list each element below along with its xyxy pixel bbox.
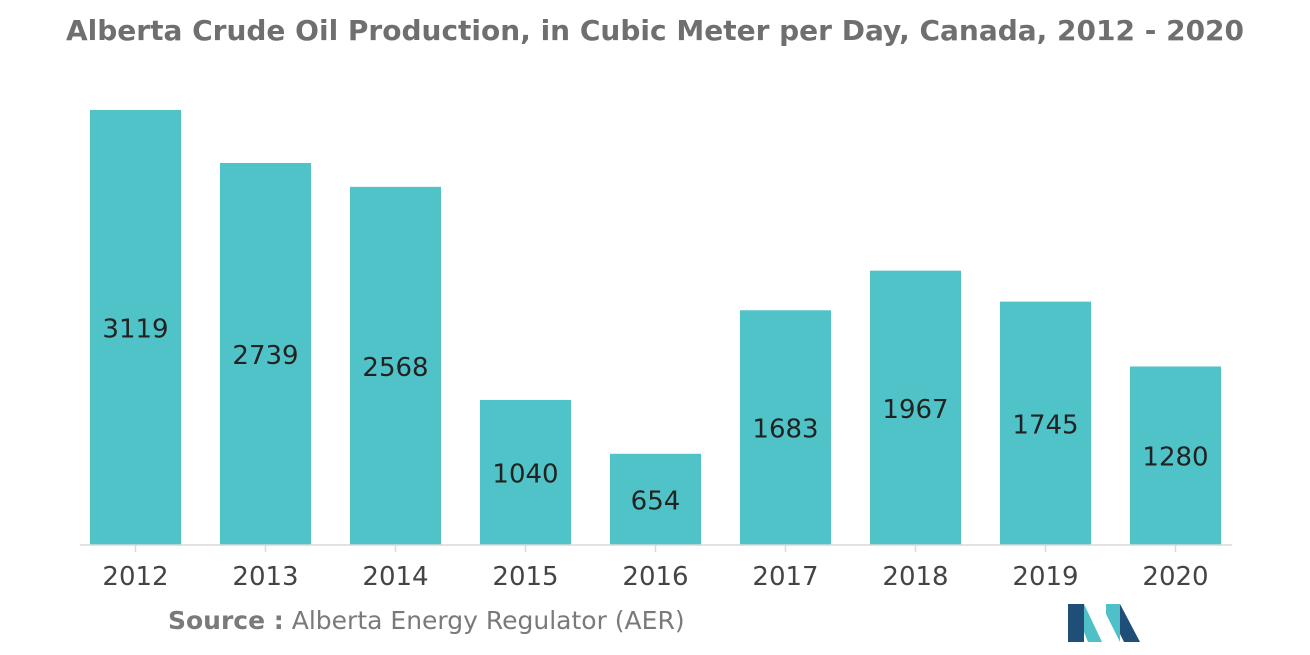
- x-tick-label-2015: 2015: [492, 562, 558, 592]
- value-label-2018: 1967: [882, 395, 948, 425]
- bar-2013: [220, 162, 311, 546]
- x-tick-labels-group: 2012 2013 2014 2015 2016 2017 2018 2019 2020: [102, 562, 1208, 592]
- value-label-2016: 654: [631, 486, 681, 516]
- logo-left-dark: [1068, 604, 1084, 642]
- bar-2012: [90, 110, 181, 545]
- x-tick-label-2019: 2019: [1012, 562, 1078, 592]
- x-tick-label-2014: 2014: [362, 562, 428, 592]
- value-labels-group: 3119 2739 2568 1040 654 1683 1967 1745 1280: [102, 315, 1208, 517]
- x-tick-label-2013: 2013: [232, 562, 298, 592]
- x-tick-label-2020: 2020: [1142, 562, 1208, 592]
- bar-2019: [1000, 301, 1091, 545]
- bars-group: [90, 110, 1221, 546]
- x-tick-label-2016: 2016: [622, 562, 688, 592]
- chart-title: Alberta Crude Oil Production, in Cubic M…: [65, 14, 1245, 47]
- bar-2020: [1130, 366, 1221, 545]
- value-label-2015: 1040: [492, 459, 558, 489]
- logo-left-light: [1084, 604, 1102, 642]
- value-label-2020: 1280: [1142, 443, 1208, 473]
- value-label-2013: 2739: [232, 341, 298, 371]
- value-label-2014: 2568: [362, 353, 428, 383]
- x-tick-label-2012: 2012: [102, 562, 168, 592]
- value-label-2012: 3119: [102, 315, 168, 345]
- mordor-intelligence-logo-icon: [1068, 604, 1140, 642]
- x-ticks-group: [134, 545, 1177, 552]
- logo-right-dark: [1120, 604, 1140, 642]
- value-label-2017: 1683: [752, 415, 818, 445]
- source-note: Source : Alberta Energy Regulator (AER): [168, 606, 685, 635]
- bar-2017: [740, 310, 831, 545]
- x-tick-label-2017: 2017: [752, 562, 818, 592]
- bar-2016: [610, 453, 701, 545]
- bar-2018: [870, 270, 961, 545]
- bar-2014: [350, 186, 441, 545]
- value-label-2019: 1745: [1012, 410, 1078, 440]
- bar-2015: [480, 399, 571, 545]
- logo-right-light: [1106, 604, 1120, 642]
- source-text: Alberta Energy Regulator (AER): [291, 606, 685, 635]
- bar-chart: 3119 2739 2568 1040 654 1683 1967 1745 1280 2012…: [80, 110, 1232, 592]
- x-tick-label-2018: 2018: [882, 562, 948, 592]
- source-label: Source :: [168, 606, 284, 635]
